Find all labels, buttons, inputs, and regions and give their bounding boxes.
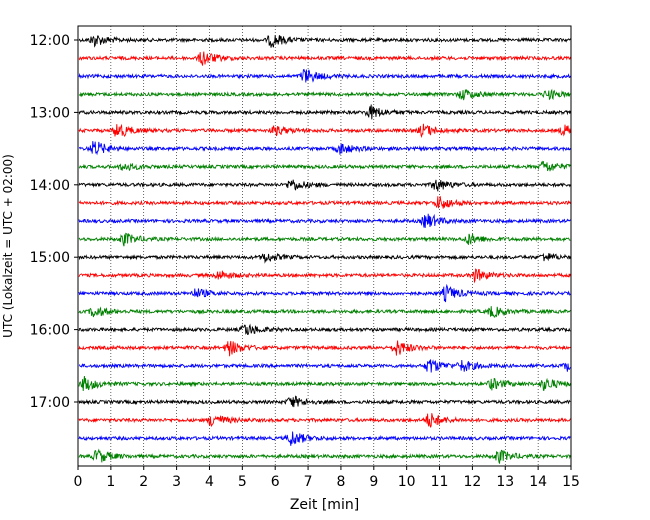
- seismogram-trace: [78, 252, 571, 264]
- y-tick-label: 17:00: [30, 395, 70, 411]
- x-axis-label: Zeit [min]: [290, 497, 359, 513]
- plot-frame: [77, 25, 572, 467]
- y-tick-label: 14:00: [30, 178, 70, 194]
- seismogram-trace: [78, 160, 571, 172]
- seismogram-trace: [78, 413, 571, 428]
- seismogram-trace: [78, 323, 571, 336]
- seismogram-trace: [78, 283, 571, 303]
- x-tick-label: 8: [336, 474, 345, 490]
- x-tick-label: 1: [106, 474, 115, 490]
- x-tick-label: 5: [238, 474, 247, 490]
- seismogram-trace: [78, 395, 571, 408]
- y-tick-label: 16:00: [30, 323, 70, 339]
- x-tick-label: 4: [205, 474, 214, 490]
- x-tick-label: 13: [496, 474, 514, 490]
- seismogram-trace: [78, 196, 571, 209]
- seismogram-trace: [78, 35, 571, 48]
- seismogram-trace: [78, 104, 571, 120]
- x-tick-label: 9: [369, 474, 378, 490]
- seismogram-trace: [78, 359, 571, 373]
- x-tick-label: 15: [562, 474, 580, 490]
- seismogram-trace: [78, 306, 571, 318]
- seismogram-trace: [78, 68, 571, 83]
- x-tick-label: 3: [172, 474, 181, 490]
- x-tick-label: 12: [463, 474, 481, 490]
- seismogram-trace: [78, 448, 571, 464]
- x-tick-label: 2: [139, 474, 148, 490]
- seismogram-trace: [78, 431, 571, 446]
- x-tick-label: 10: [398, 474, 416, 490]
- y-axis-label: UTC (Lokalzeit = UTC + 02:00): [1, 154, 15, 338]
- seismogram-trace: [78, 51, 571, 66]
- x-tick-label: 7: [304, 474, 313, 490]
- seismogram-trace: [78, 232, 571, 247]
- x-tick-label: 0: [74, 474, 83, 490]
- seismogram-trace: [78, 123, 571, 138]
- seismogram-trace: [78, 268, 571, 284]
- seismogram-trace: [78, 141, 571, 156]
- seismogram-trace: [78, 340, 571, 357]
- x-tick-label: 6: [271, 474, 280, 490]
- y-tick-label: 13:00: [30, 105, 70, 121]
- x-tick-label: 14: [529, 474, 547, 490]
- y-axis-ticks: 12:00 13:00 14:00 15:00 16:00 17:00: [30, 33, 78, 411]
- seismogram-trace: [78, 179, 571, 192]
- seismogram-trace: [78, 88, 571, 101]
- seismogram-trace: [78, 213, 571, 228]
- y-tick-label: 12:00: [30, 33, 70, 49]
- x-axis-ticks: 0 1 2 3 4 5 6 7 8 9 10 11 12 13 14 15: [74, 466, 580, 490]
- trace-group: [78, 35, 571, 464]
- x-tick-label: 11: [431, 474, 449, 490]
- seismogram-trace: [78, 375, 571, 392]
- y-tick-label: 15:00: [30, 250, 70, 266]
